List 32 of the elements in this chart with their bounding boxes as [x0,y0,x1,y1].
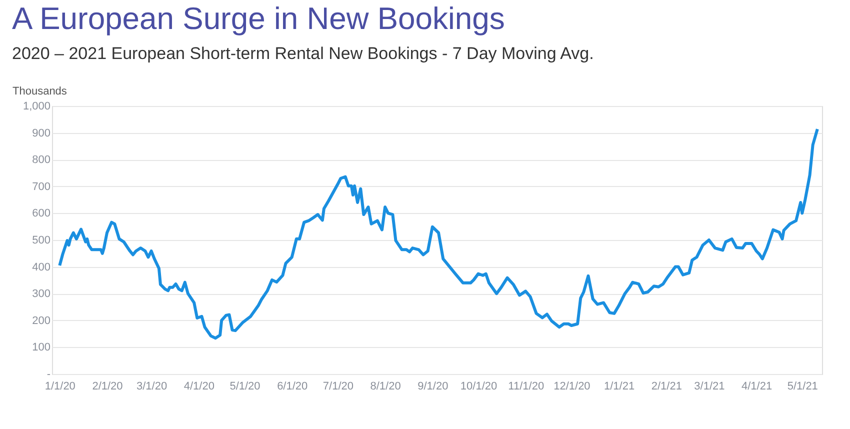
y-axis-title: Thousands [12,86,68,98]
y-tick-label: 700 [32,180,50,193]
x-tick-label: 3/1/21 [694,380,725,392]
x-tick-label: 4/1/20 [184,380,214,392]
y-tick-label: 900 [32,127,50,140]
chart-subtitle: 2020 – 2021 European Short-term Rental New Bookings - 7 Day Moving Avg. [12,44,594,63]
chart-title: A European Surge in New Bookings [12,1,505,36]
x-tick-label: 11/1/20 [508,380,544,392]
y-tick-label: 200 [32,314,50,327]
x-tick-label: 9/1/20 [418,380,448,392]
x-tick-label: 12/1/20 [554,380,590,392]
x-tick-label: 6/1/20 [277,380,308,392]
x-tick-label: 5/1/20 [230,380,260,392]
x-tick-label: 2/1/20 [92,380,123,392]
y-tick-label: 500 [32,234,50,246]
line-series [58,128,819,340]
x-tick-label: 5/1/21 [787,380,818,392]
x-tick-label: 1/1/21 [604,380,635,392]
y-tick-label: 100 [32,342,50,354]
y-tick-label: - [46,368,51,380]
x-tick-label: 8/1/20 [370,380,401,392]
x-tick-label: 2/1/21 [651,380,682,392]
y-tick-label: 300 [32,288,50,300]
x-tick-label: 4/1/21 [742,380,772,392]
x-tick-label: 10/1/20 [460,380,498,392]
y-tick-label: 1,000 [22,100,50,112]
x-tick-label: 3/1/20 [136,380,168,392]
y-tick-label: 800 [32,154,50,166]
x-tick-label: 1/1/20 [44,380,76,392]
x-tick-label: 7/1/20 [322,380,354,392]
y-tick-label: 400 [32,261,50,274]
y-tick-label: 600 [32,208,50,220]
